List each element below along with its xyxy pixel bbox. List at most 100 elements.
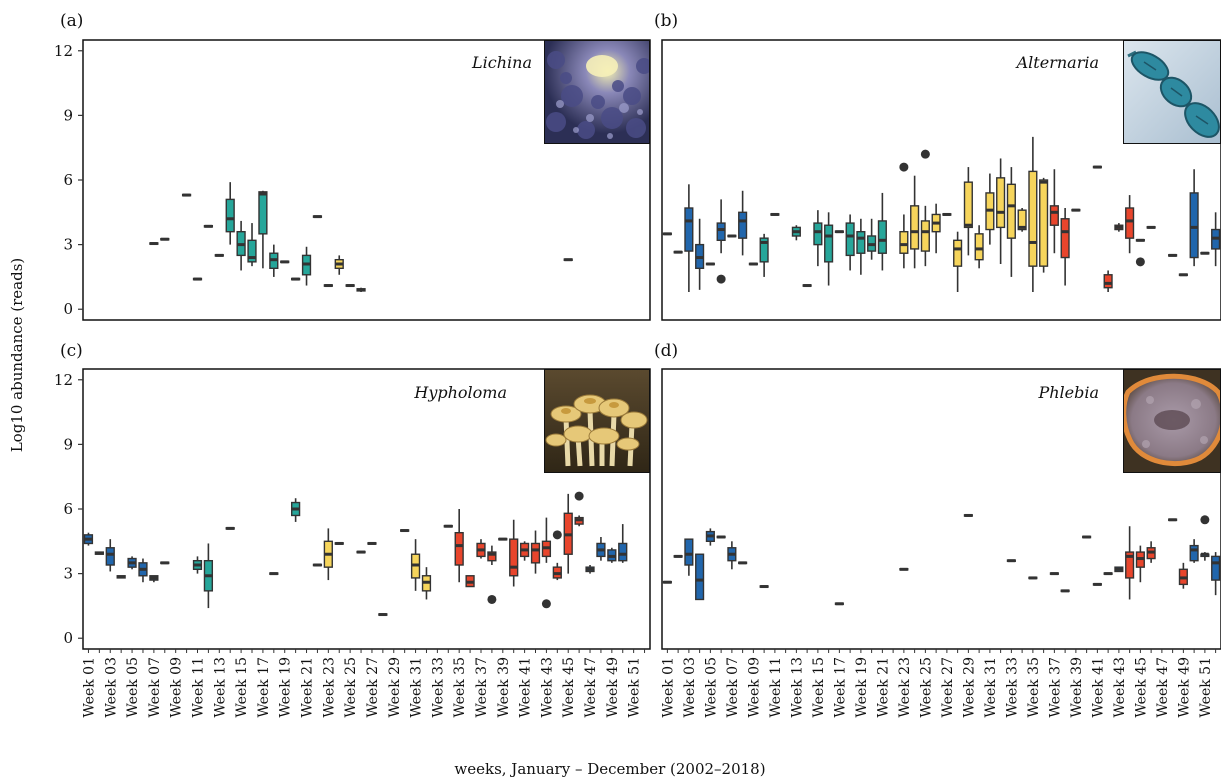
box-week-42 xyxy=(530,530,541,574)
box xyxy=(845,222,855,257)
box-week-3 xyxy=(105,539,115,572)
mushroom-cluster-photo-icon xyxy=(544,369,650,473)
box-week-30 xyxy=(400,529,410,533)
box-week-2 xyxy=(673,554,683,558)
outlier-point xyxy=(552,530,562,540)
box-week-44 xyxy=(1125,526,1135,600)
outlier-point xyxy=(1135,257,1145,267)
y-tick-label: 0 xyxy=(63,629,73,647)
box xyxy=(1211,555,1221,581)
box-week-8 xyxy=(738,561,748,565)
x-tick-label: Week 03 xyxy=(103,657,119,718)
box-week-38 xyxy=(1060,208,1070,286)
box xyxy=(920,220,930,252)
box-week-31 xyxy=(985,173,995,245)
box-week-4 xyxy=(695,218,705,290)
x-tick-label: Week 17 xyxy=(832,657,848,718)
box-week-38 xyxy=(1060,589,1070,593)
box-week-52 xyxy=(1211,552,1221,596)
x-tick-label: Week 47 xyxy=(583,657,599,718)
box-week-39 xyxy=(498,537,508,541)
box-week-21 xyxy=(877,192,887,271)
box xyxy=(1006,183,1016,239)
x-tick-label: Week 23 xyxy=(897,657,913,718)
taxon-label: Phlebia xyxy=(1037,383,1099,402)
box xyxy=(454,531,464,566)
x-tick-label: Week 25 xyxy=(343,657,359,718)
y-tick-label: 6 xyxy=(63,171,73,189)
box-week-46 xyxy=(1146,225,1156,229)
x-tick-label: Week 35 xyxy=(1026,657,1042,718)
box-week-26 xyxy=(931,203,941,254)
box-week-43 xyxy=(541,517,552,609)
box xyxy=(716,222,726,242)
x-tick-label: Week 29 xyxy=(387,657,403,718)
x-tick-label: Week 07 xyxy=(147,657,163,718)
box xyxy=(963,181,973,229)
box-week-2 xyxy=(94,551,104,555)
box-week-44 xyxy=(1125,195,1135,254)
box-week-28 xyxy=(953,231,963,292)
panel-label: (b) xyxy=(654,11,678,31)
box xyxy=(877,220,887,254)
x-tick-label: Week 21 xyxy=(875,657,891,718)
x-tick-label: Week 05 xyxy=(703,657,719,718)
x-tick-label: Week 51 xyxy=(1198,657,1214,718)
y-tick-label: 12 xyxy=(54,42,73,60)
x-tick-label: Week 41 xyxy=(1090,657,1106,718)
x-ticks: Week 01 Week 03 Week 05 Week 07 Week 09 Week … xyxy=(81,649,646,718)
taxon-label: Lichina xyxy=(471,53,532,72)
box xyxy=(225,198,235,233)
x-tick-label: Week 25 xyxy=(918,657,934,718)
box-week-17 xyxy=(834,602,844,606)
box-week-51 xyxy=(1200,515,1210,561)
bracket-fungus-photo-icon xyxy=(1123,369,1221,473)
box xyxy=(910,205,920,250)
box-week-25 xyxy=(920,149,930,267)
box xyxy=(813,222,823,246)
box-week-5 xyxy=(705,262,715,266)
box-week-7 xyxy=(149,242,159,246)
box xyxy=(695,553,705,601)
x-tick-label: Week 35 xyxy=(452,657,468,718)
box-week-6 xyxy=(138,558,148,583)
box-week-13 xyxy=(791,225,801,241)
box xyxy=(258,191,268,235)
box xyxy=(1017,209,1027,231)
box-week-8 xyxy=(160,237,170,241)
box-week-46 xyxy=(1146,541,1156,563)
box-week-10 xyxy=(759,585,769,589)
y-tick-label: 9 xyxy=(63,106,73,124)
box xyxy=(1189,192,1199,259)
panel-label: (c) xyxy=(60,341,83,361)
box xyxy=(953,239,963,267)
x-tick-label: Week 45 xyxy=(561,657,577,718)
y-axis-label: Log10 abundance (reads) xyxy=(8,258,26,453)
box-week-35 xyxy=(1028,576,1038,580)
box-week-35 xyxy=(1028,136,1038,292)
box xyxy=(530,542,541,564)
box-week-24 xyxy=(334,541,344,545)
box-week-43 xyxy=(1114,223,1124,232)
box-week-1 xyxy=(662,580,672,584)
box-week-41 xyxy=(1092,582,1102,586)
box xyxy=(759,237,769,263)
x-tick-label: Week 49 xyxy=(1176,657,1192,718)
box xyxy=(1028,170,1038,267)
box xyxy=(1189,544,1199,562)
x-tick-label: Week 27 xyxy=(365,657,381,718)
box xyxy=(996,177,1006,229)
box-week-8 xyxy=(160,561,170,565)
x-tick-label: Week 21 xyxy=(300,657,316,718)
box-week-26 xyxy=(356,550,366,554)
x-tick-label: Week 33 xyxy=(430,657,446,718)
box-week-36 xyxy=(465,575,475,588)
box-group xyxy=(662,513,1221,606)
box-week-36 xyxy=(1039,177,1049,273)
box xyxy=(738,211,748,239)
x-tick-label: Week 43 xyxy=(1112,657,1128,718)
box-week-33 xyxy=(1006,559,1016,563)
x-tick-label: Week 45 xyxy=(1133,657,1149,718)
x-axis-label: weeks, January – December (2002–2018) xyxy=(454,760,765,778)
